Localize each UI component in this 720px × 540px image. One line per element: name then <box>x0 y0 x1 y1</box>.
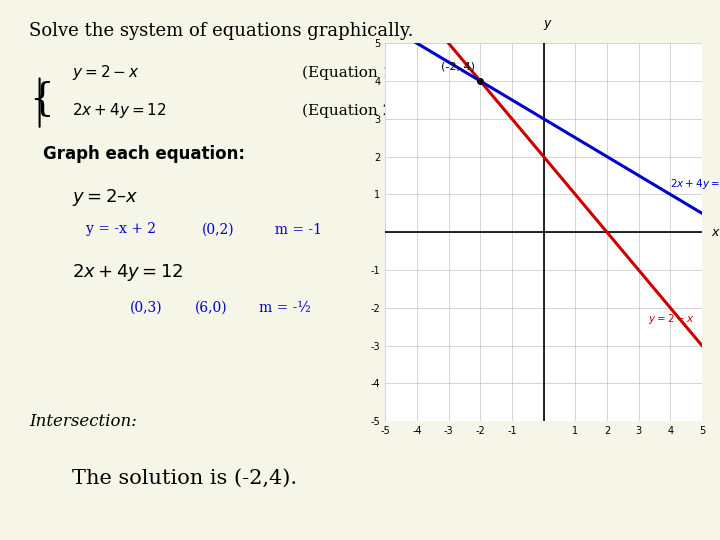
Text: x: x <box>711 226 719 239</box>
Text: m = -½: m = -½ <box>259 301 311 315</box>
Text: The solution is (-2,4).: The solution is (-2,4). <box>72 468 297 488</box>
Text: {: { <box>29 82 53 118</box>
Text: $2x + 4y = 12$: $2x + 4y = 12$ <box>72 262 184 283</box>
Text: (0,2): (0,2) <box>202 222 234 237</box>
Text: (Equation 2): (Equation 2) <box>302 104 399 118</box>
Text: (0,3): (0,3) <box>130 301 162 315</box>
Text: $y = 2 - x$: $y = 2 - x$ <box>72 63 140 83</box>
Text: y: y <box>543 17 551 30</box>
Text: (Equation 1): (Equation 1) <box>302 66 399 80</box>
Text: m = -1: m = -1 <box>266 222 323 237</box>
Text: Solve the system of equations graphically.: Solve the system of equations graphicall… <box>29 22 413 39</box>
Text: $y = 2 - x$: $y = 2 - x$ <box>648 312 695 326</box>
Text: Intersection:: Intersection: <box>29 413 137 430</box>
Text: $y = 2 – x$: $y = 2 – x$ <box>72 187 138 207</box>
Text: Graph each equation:: Graph each equation: <box>43 145 246 163</box>
Text: (-2, 4): (-2, 4) <box>441 62 475 72</box>
Text: $2x + 4y = 12$: $2x + 4y = 12$ <box>670 177 720 191</box>
Text: $2x + 4y = 12$: $2x + 4y = 12$ <box>72 101 167 120</box>
Text: (6,0): (6,0) <box>194 301 227 315</box>
Text: y = -x + 2: y = -x + 2 <box>86 222 156 237</box>
